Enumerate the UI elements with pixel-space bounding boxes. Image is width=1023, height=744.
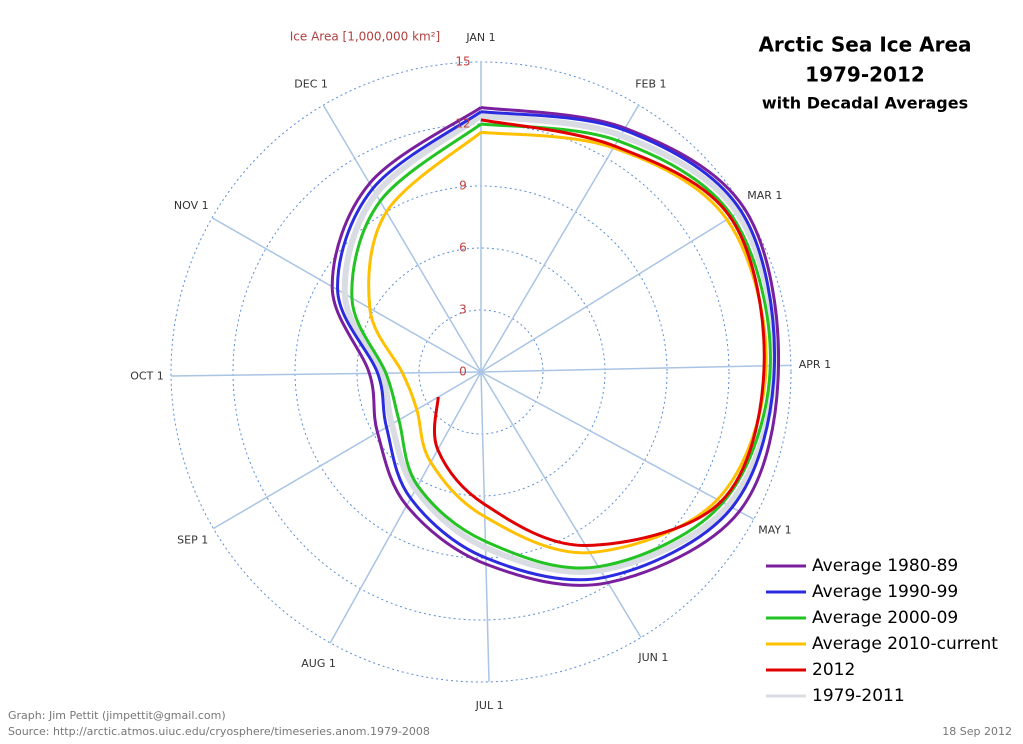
month-spoke	[480, 364, 791, 373]
axis-label: Ice Area [1,000,000 km²]	[290, 30, 440, 44]
month-spoke	[213, 371, 482, 530]
month-spoke	[480, 371, 755, 520]
legend-label: Average 1990-99	[812, 582, 958, 602]
legend: Average 1980-89 Average 1990-99 Average 20…	[766, 556, 998, 706]
chart-title: 1979-2012	[805, 63, 925, 87]
r-tick-label: 0	[459, 365, 467, 379]
series-line	[433, 118, 766, 548]
legend-label: 2012	[812, 660, 855, 680]
footer-date: 18 Sep 2012	[942, 725, 1012, 738]
r-tick-label: 3	[459, 303, 467, 317]
month-spoke	[329, 371, 482, 644]
month-spoke	[480, 371, 490, 682]
footer-credit: Graph: Jim Pettit (jimpettit@gmail.com)	[8, 709, 226, 722]
month-label: JUL 1	[475, 699, 504, 712]
r-tick-label: 12	[455, 117, 470, 131]
month-label: MAR 1	[747, 189, 782, 202]
chart-subtitle: with Decadal Averages	[762, 94, 968, 113]
month-label: NOV 1	[174, 199, 209, 212]
grid-ring	[356, 247, 606, 497]
series-line	[336, 110, 777, 582]
month-label: JUN 1	[637, 651, 668, 664]
month-label: AUG 1	[301, 657, 336, 670]
legend-label: Average 1980-89	[812, 556, 958, 576]
month-label: FEB 1	[635, 77, 666, 90]
r-tick-label: 15	[455, 55, 470, 69]
legend-label: Average 2010-current	[812, 634, 998, 654]
r-tick-label: 9	[459, 179, 467, 193]
series-line	[350, 122, 772, 570]
series-line	[341, 112, 778, 575]
series-line	[330, 106, 781, 587]
grid-ring	[232, 123, 730, 621]
labels: 0 3 6 9 12 15 JAN 1 FEB 1 MAR 1 APR 1 MAY 1 JUN 1 JU…	[130, 31, 831, 712]
month-label: OCT 1	[130, 369, 164, 382]
month-label: APR 1	[799, 358, 831, 371]
month-label: JAN 1	[465, 31, 495, 44]
chart-title: Arctic Sea Ice Area	[758, 33, 971, 57]
month-label: MAY 1	[758, 524, 791, 537]
month-label: DEC 1	[294, 77, 328, 90]
month-spoke	[322, 104, 482, 373]
grid	[170, 61, 792, 683]
r-tick-label: 6	[459, 241, 467, 255]
plot-area	[330, 106, 781, 587]
month-spoke	[480, 371, 642, 638]
month-label: SEP 1	[177, 534, 208, 547]
month-spoke	[171, 371, 482, 377]
series-line	[367, 130, 768, 555]
month-spoke	[480, 104, 640, 373]
footer-source: Source: http://arctic.atmos.uiuc.edu/cry…	[8, 725, 430, 738]
month-spoke	[480, 207, 745, 373]
legend-label: 1979-2011	[812, 686, 905, 706]
legend-label: Average 2000-09	[812, 608, 958, 628]
